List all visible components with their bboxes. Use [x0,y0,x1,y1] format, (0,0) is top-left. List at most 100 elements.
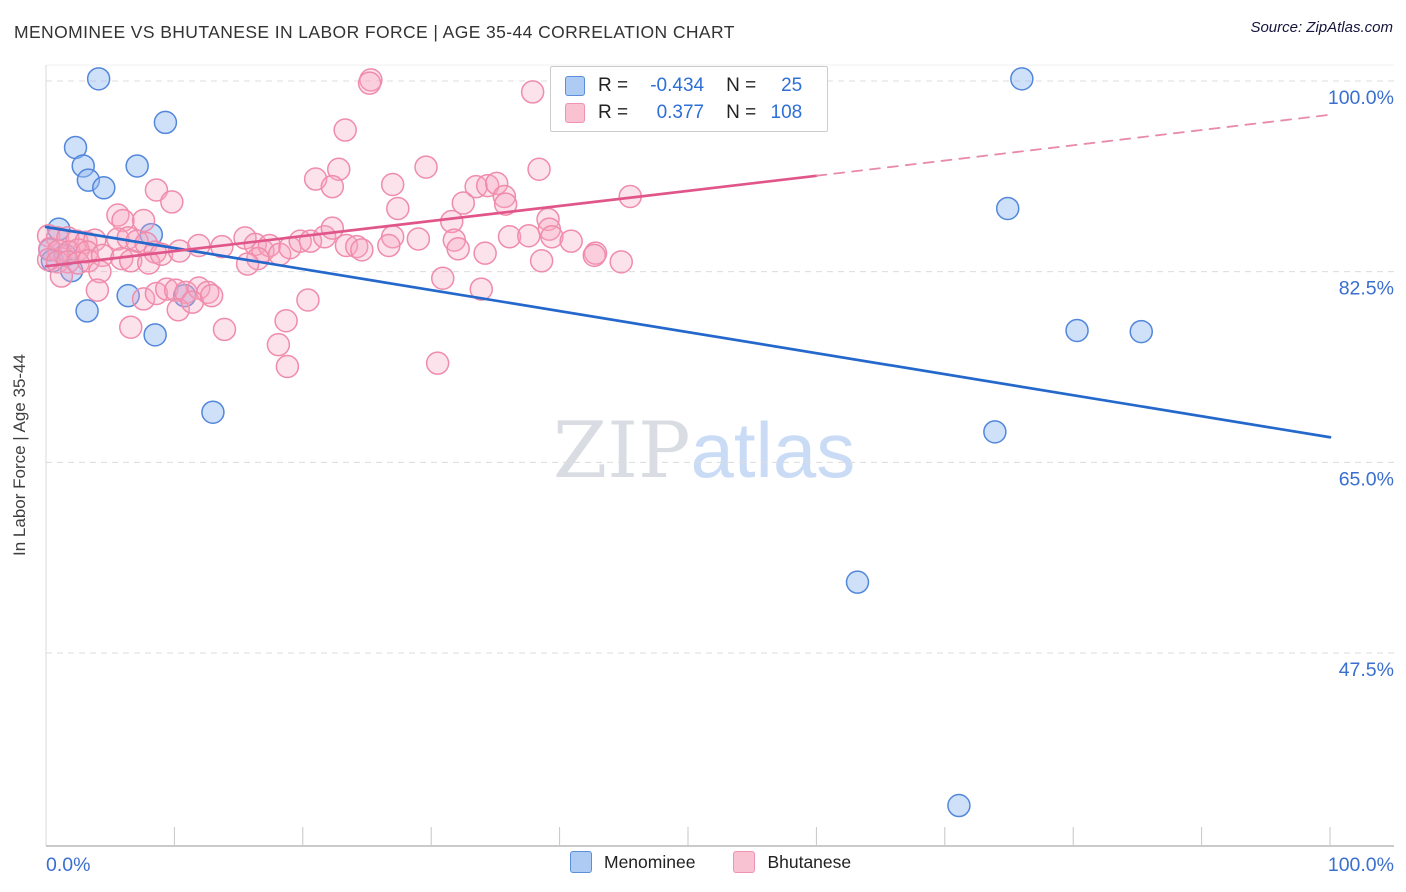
y-tick-label-47.5%: 47.5% [1339,659,1394,681]
r-label: R = [598,74,629,96]
data-point-bhutanese [166,298,191,322]
data-point-bhutanese [49,264,74,288]
data-point-bhutanese [235,252,260,276]
data-point-bhutanese [333,118,357,142]
data-point-bhutanese [425,351,450,375]
data-point-bhutanese [446,237,470,261]
data-point-bhutanese [497,225,522,249]
data-point-menominee [995,196,1020,221]
trend-line-bhutanese-extension [815,113,1331,177]
stats-row-bhutanese: R = 0.377 N = 108 [565,99,819,126]
n-label: N = [726,101,757,123]
data-point-menominee [76,168,101,192]
trend-line-bhutanese [44,174,818,268]
data-point-menominee [125,154,149,178]
stats-row-menominee: R = -0.434 N = 25 [565,72,819,99]
y-tick-label-82.5%: 82.5% [1339,278,1394,300]
data-point-bhutanese [144,178,169,202]
data-point-bhutanese [131,287,156,311]
data-point-bhutanese [540,225,564,249]
data-point-menominee [201,400,225,424]
data-point-menominee [92,176,116,200]
data-point-bhutanese [559,229,583,253]
data-point-bhutanese [118,315,143,339]
menominee-swatch-icon [570,851,592,873]
x-tick-label-left: 0.0% [46,854,90,876]
data-point-menominee [1010,67,1034,91]
data-point-menominee [86,67,111,91]
y-axis-label: In Labor Force | Age 35-44 [10,354,29,556]
data-point-menominee [1065,318,1089,343]
data-point-bhutanese [327,157,351,181]
data-point-bhutanese [131,208,156,233]
data-point-bhutanese [386,196,410,221]
source-attribution: Source: ZipAtlas.com [1250,19,1393,36]
n-value-bhutanese: 108 [770,101,803,123]
data-point-menominee [143,323,167,347]
data-point-bhutanese [484,171,509,196]
data-point-menominee [71,154,95,178]
data-point-bhutanese [493,192,518,216]
page-title: MENOMINEE VS BHUTANESE IN LABOR FORCE | … [14,22,735,42]
r-label: R = [598,101,629,123]
data-point-menominee [116,283,140,308]
legend-item-bhutanese: Bhutanese [733,851,851,873]
series-legend: Menominee Bhutanese [570,851,851,873]
legend-item-menominee: Menominee [570,851,695,873]
data-point-bhutanese [451,191,476,215]
correlation-stats-legend: R = -0.434 N = 25 R = 0.377 N = 108 [550,66,828,132]
data-point-bhutanese [199,283,224,308]
data-point-bhutanese [414,155,438,179]
trend-line-menominee [44,225,1332,439]
data-point-bhutanese [517,223,541,248]
data-point-menominee [845,570,870,594]
y-tick-label-65.0%: 65.0% [1339,468,1394,490]
watermark-atlas-text: atlas [690,406,856,494]
data-point-bhutanese [296,288,320,312]
legend-label-menominee: Menominee [604,851,696,872]
y-tick-label-100.0%: 100.0% [1328,87,1394,109]
data-point-menominee [947,793,971,818]
data-point-bhutanese [380,172,405,197]
data-point-bhutanese [520,80,545,104]
data-point-bhutanese [406,227,431,251]
n-label: N = [726,74,757,96]
data-point-menominee [75,299,99,323]
data-point-bhutanese [212,317,237,342]
data-point-bhutanese [431,266,455,290]
data-point-bhutanese [492,184,517,209]
data-point-bhutanese [357,71,382,95]
watermark-zip-text: ZIP [553,406,691,496]
r-value-menominee: -0.434 [650,74,705,96]
data-point-bhutanese [439,209,464,234]
data-point-bhutanese [582,243,607,268]
data-point-bhutanese [473,241,497,265]
legend-label-bhutanese: Bhutanese [767,851,852,872]
data-point-bhutanese [320,174,345,199]
data-point-bhutanese [266,332,291,357]
data-point-menominee [1129,319,1154,344]
data-point-menominee [153,110,178,135]
data-point-menominee [983,420,1007,444]
data-point-bhutanese [111,208,135,233]
data-point-bhutanese [529,249,554,273]
bhutanese-swatch-icon [733,851,756,873]
data-point-bhutanese [609,250,633,274]
data-point-bhutanese [275,354,300,379]
data-point-bhutanese [527,157,551,181]
bhutanese-swatch-icon [565,102,585,123]
data-point-bhutanese [377,233,401,258]
zipatlas-watermark: ZIPatlas [553,406,856,496]
data-point-bhutanese [160,190,184,214]
data-point-bhutanese [85,278,110,302]
n-value-menominee: 25 [781,74,803,96]
data-point-bhutanese [136,251,161,275]
r-value-bhutanese: 0.377 [656,101,705,123]
menominee-swatch-icon [565,75,585,96]
data-point-bhutanese [154,277,179,301]
data-point-bhutanese [475,173,500,198]
data-point-bhutanese [583,241,608,265]
data-point-bhutanese [350,238,374,262]
